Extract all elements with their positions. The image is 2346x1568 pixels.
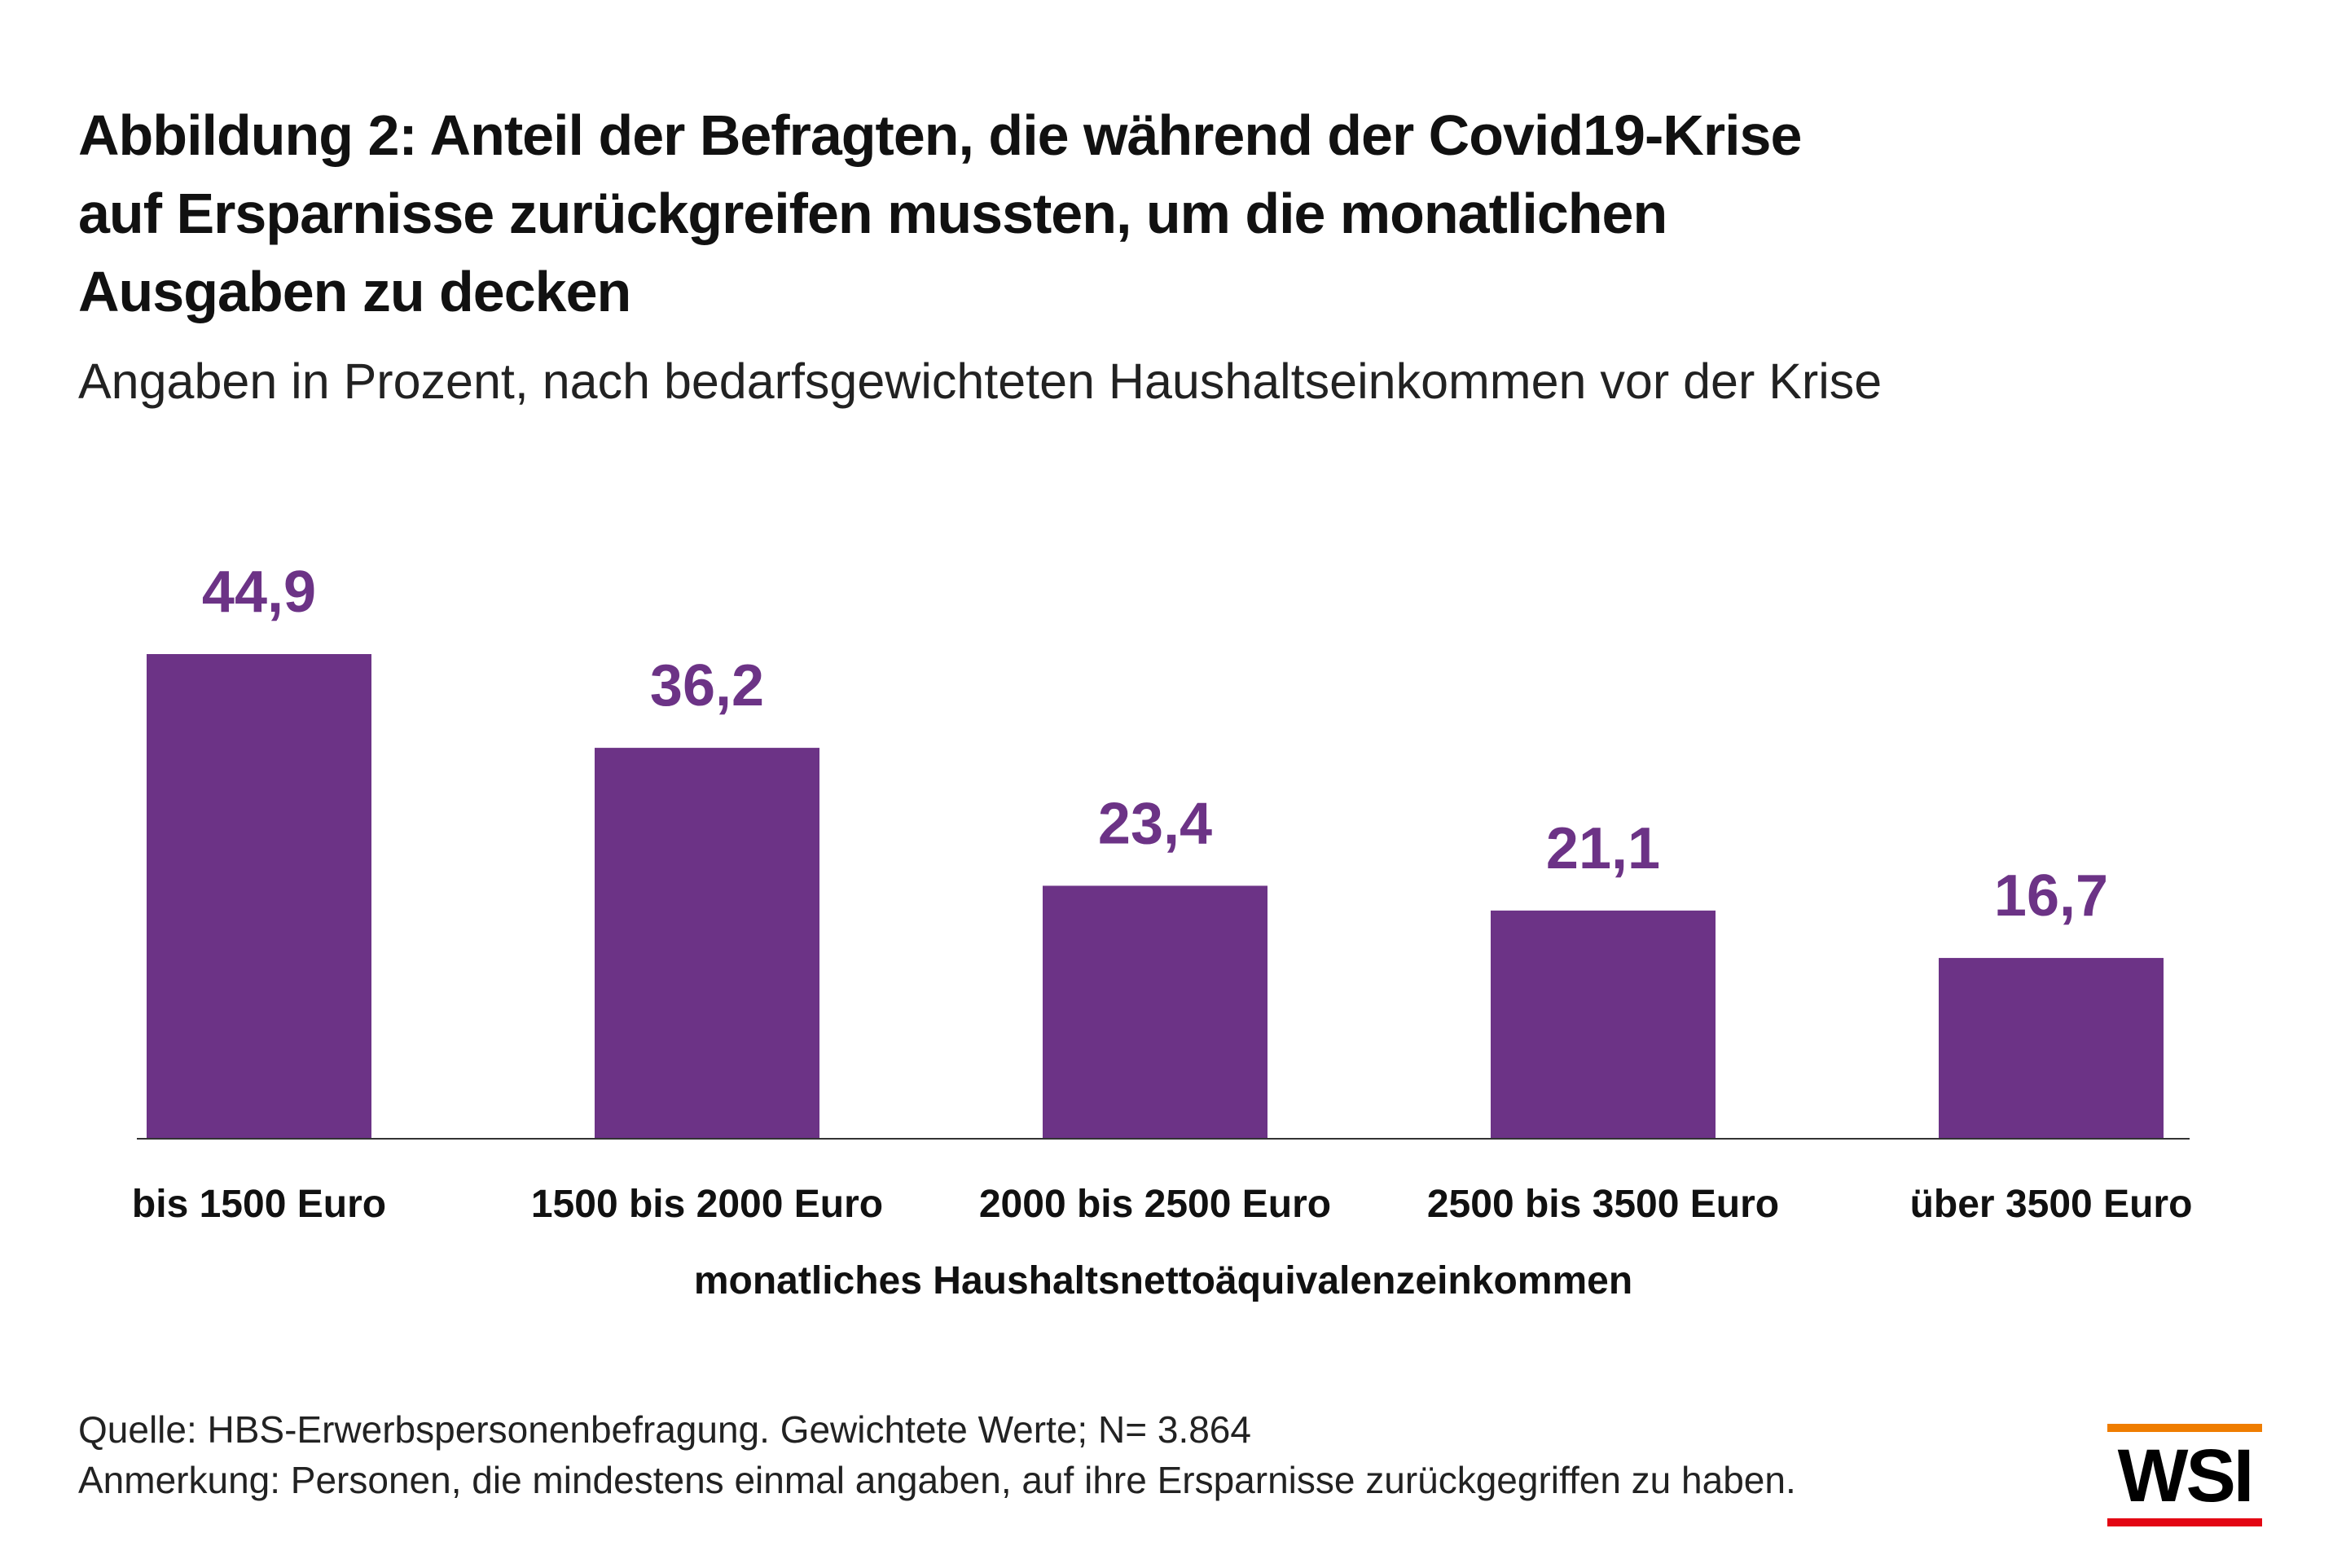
- bar: [1939, 958, 2164, 1138]
- bar: [147, 654, 371, 1138]
- bar: [1491, 910, 1716, 1138]
- chart-footer: Quelle: HBS-Erwerbspersonenbefragung. Ge…: [78, 1404, 1796, 1505]
- logo-text: WSI: [2117, 1434, 2255, 1517]
- chart-subtitle: Angaben in Prozent, nach bedarfsgewichte…: [78, 354, 1883, 409]
- source-note: Quelle: HBS-Erwerbspersonenbefragung. Ge…: [78, 1408, 1251, 1451]
- chart-title-line: auf Ersparnisse zurückgreifen mussten, u…: [78, 182, 1667, 245]
- bar: [595, 748, 819, 1138]
- chart-title-line: Abbildung 2: Anteil der Befragten, die w…: [78, 103, 1802, 167]
- category-label: 2500 bis 3500 Euro: [1427, 1183, 1779, 1226]
- category-label: bis 1500 Euro: [132, 1183, 386, 1226]
- value-label: 44,9: [202, 560, 316, 625]
- value-label: 23,4: [1098, 791, 1212, 856]
- logo-bottom-bar: [2107, 1518, 2262, 1526]
- bar: [1043, 885, 1267, 1138]
- wsi-logo: WSI: [2107, 1424, 2262, 1528]
- value-label: 21,1: [1546, 816, 1660, 881]
- category-label: über 3500 Euro: [1910, 1183, 2193, 1226]
- bars-group: [147, 654, 2164, 1138]
- value-label: 16,7: [1994, 863, 2108, 929]
- value-labels-group: 44,9 36,2 23,4 21,1 16,7: [202, 560, 2108, 929]
- chart-title: Abbildung 2: Anteil der Befragten, die w…: [78, 96, 2196, 331]
- logo-top-bar: [2107, 1424, 2262, 1432]
- value-label: 36,2: [650, 653, 764, 718]
- chart-title-line: Ausgaben zu decken: [78, 260, 631, 323]
- x-axis-title: monatliches Haushaltsnettoäquivalenzeink…: [694, 1259, 1632, 1302]
- category-label: 2000 bis 2500 Euro: [979, 1183, 1331, 1226]
- category-label: 1500 bis 2000 Euro: [531, 1183, 883, 1226]
- annotation-note: Anmerkung: Personen, die mindestens einm…: [78, 1459, 1796, 1501]
- category-labels-group: bis 1500 Euro 1500 bis 2000 Euro 2000 bis …: [132, 1183, 2192, 1226]
